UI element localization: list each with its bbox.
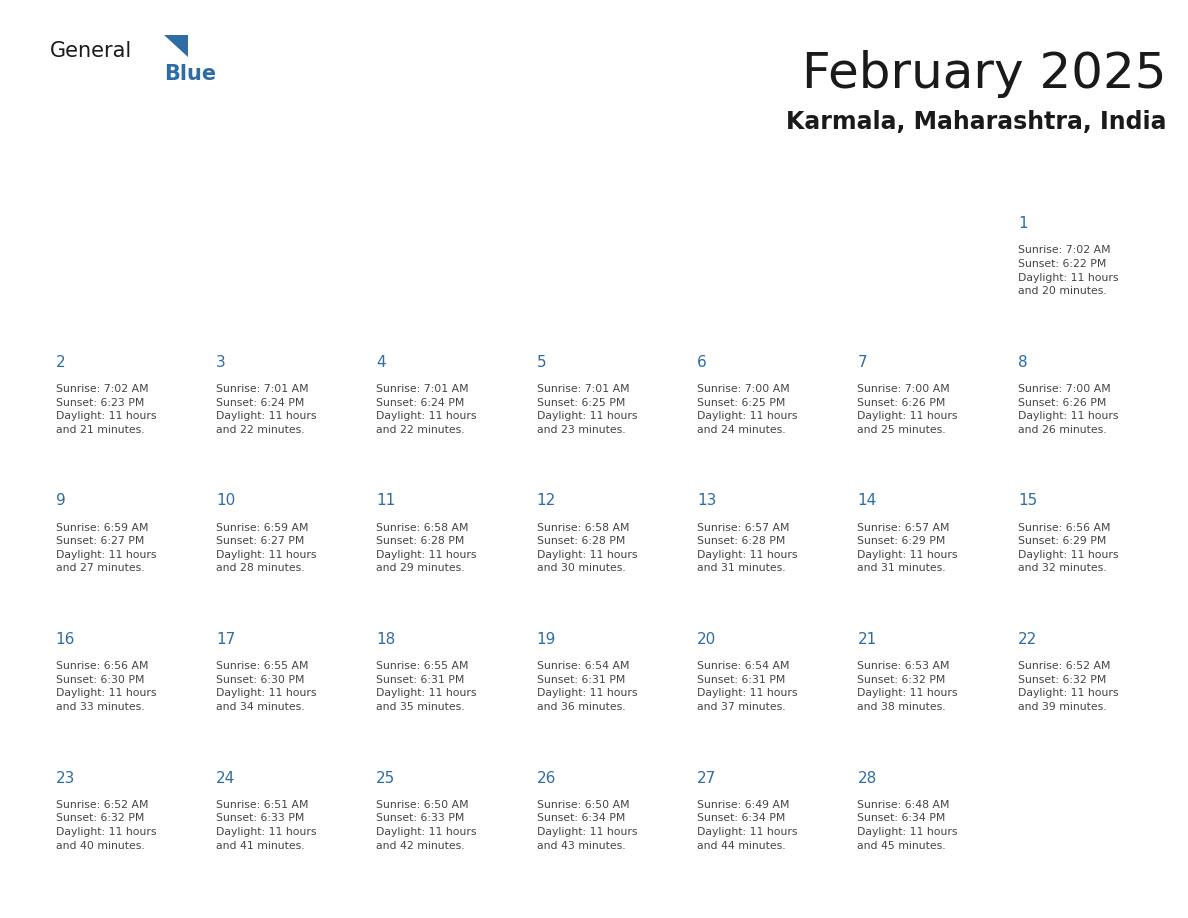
- Text: Sunrise: 6:57 AM
Sunset: 6:28 PM
Daylight: 11 hours
and 31 minutes.: Sunrise: 6:57 AM Sunset: 6:28 PM Dayligh…: [697, 522, 797, 574]
- Text: Karmala, Maharashtra, India: Karmala, Maharashtra, India: [786, 110, 1167, 134]
- Text: 25: 25: [377, 771, 396, 786]
- Text: Sunrise: 7:00 AM
Sunset: 6:26 PM
Daylight: 11 hours
and 25 minutes.: Sunrise: 7:00 AM Sunset: 6:26 PM Dayligh…: [858, 384, 958, 435]
- Text: Sunrise: 7:00 AM
Sunset: 6:26 PM
Daylight: 11 hours
and 26 minutes.: Sunrise: 7:00 AM Sunset: 6:26 PM Dayligh…: [1018, 384, 1118, 435]
- Text: Friday: Friday: [858, 174, 904, 189]
- Text: February 2025: February 2025: [802, 50, 1167, 98]
- Text: 24: 24: [216, 771, 235, 786]
- Text: Sunrise: 6:54 AM
Sunset: 6:31 PM
Daylight: 11 hours
and 37 minutes.: Sunrise: 6:54 AM Sunset: 6:31 PM Dayligh…: [697, 661, 797, 712]
- Text: 10: 10: [216, 494, 235, 509]
- Text: Sunrise: 6:55 AM
Sunset: 6:30 PM
Daylight: 11 hours
and 34 minutes.: Sunrise: 6:55 AM Sunset: 6:30 PM Dayligh…: [216, 661, 316, 712]
- Text: Sunrise: 7:02 AM
Sunset: 6:23 PM
Daylight: 11 hours
and 21 minutes.: Sunrise: 7:02 AM Sunset: 6:23 PM Dayligh…: [56, 384, 156, 435]
- Text: Sunrise: 6:59 AM
Sunset: 6:27 PM
Daylight: 11 hours
and 28 minutes.: Sunrise: 6:59 AM Sunset: 6:27 PM Dayligh…: [216, 522, 316, 574]
- Text: 1: 1: [1018, 217, 1028, 231]
- Text: 7: 7: [858, 355, 867, 370]
- Text: 2: 2: [56, 355, 65, 370]
- Text: Sunrise: 6:52 AM
Sunset: 6:32 PM
Daylight: 11 hours
and 40 minutes.: Sunrise: 6:52 AM Sunset: 6:32 PM Dayligh…: [56, 800, 156, 851]
- Text: Sunrise: 6:54 AM
Sunset: 6:31 PM
Daylight: 11 hours
and 36 minutes.: Sunrise: 6:54 AM Sunset: 6:31 PM Dayligh…: [537, 661, 637, 712]
- Text: 22: 22: [1018, 633, 1037, 647]
- Text: 26: 26: [537, 771, 556, 786]
- Text: 19: 19: [537, 633, 556, 647]
- Text: 14: 14: [858, 494, 877, 509]
- Text: Sunrise: 6:58 AM
Sunset: 6:28 PM
Daylight: 11 hours
and 30 minutes.: Sunrise: 6:58 AM Sunset: 6:28 PM Dayligh…: [537, 522, 637, 574]
- Text: Sunrise: 7:01 AM
Sunset: 6:24 PM
Daylight: 11 hours
and 22 minutes.: Sunrise: 7:01 AM Sunset: 6:24 PM Dayligh…: [377, 384, 476, 435]
- Text: 13: 13: [697, 494, 716, 509]
- Text: Wednesday: Wednesday: [537, 174, 625, 189]
- Text: Sunrise: 6:55 AM
Sunset: 6:31 PM
Daylight: 11 hours
and 35 minutes.: Sunrise: 6:55 AM Sunset: 6:31 PM Dayligh…: [377, 661, 476, 712]
- Text: 21: 21: [858, 633, 877, 647]
- Text: Blue: Blue: [164, 64, 216, 84]
- Text: Sunrise: 6:52 AM
Sunset: 6:32 PM
Daylight: 11 hours
and 39 minutes.: Sunrise: 6:52 AM Sunset: 6:32 PM Dayligh…: [1018, 661, 1118, 712]
- Text: Sunrise: 6:57 AM
Sunset: 6:29 PM
Daylight: 11 hours
and 31 minutes.: Sunrise: 6:57 AM Sunset: 6:29 PM Dayligh…: [858, 522, 958, 574]
- Text: Sunday: Sunday: [56, 174, 113, 189]
- Text: Sunrise: 6:48 AM
Sunset: 6:34 PM
Daylight: 11 hours
and 45 minutes.: Sunrise: 6:48 AM Sunset: 6:34 PM Dayligh…: [858, 800, 958, 851]
- Text: Sunrise: 7:01 AM
Sunset: 6:24 PM
Daylight: 11 hours
and 22 minutes.: Sunrise: 7:01 AM Sunset: 6:24 PM Dayligh…: [216, 384, 316, 435]
- Text: Sunrise: 6:56 AM
Sunset: 6:30 PM
Daylight: 11 hours
and 33 minutes.: Sunrise: 6:56 AM Sunset: 6:30 PM Dayligh…: [56, 661, 156, 712]
- Text: Sunrise: 6:50 AM
Sunset: 6:33 PM
Daylight: 11 hours
and 42 minutes.: Sunrise: 6:50 AM Sunset: 6:33 PM Dayligh…: [377, 800, 476, 851]
- Text: 3: 3: [216, 355, 226, 370]
- Text: 27: 27: [697, 771, 716, 786]
- Text: 23: 23: [56, 771, 75, 786]
- Text: Sunrise: 6:49 AM
Sunset: 6:34 PM
Daylight: 11 hours
and 44 minutes.: Sunrise: 6:49 AM Sunset: 6:34 PM Dayligh…: [697, 800, 797, 851]
- Text: Monday: Monday: [216, 174, 276, 189]
- Text: Thursday: Thursday: [697, 174, 769, 189]
- Text: Saturday: Saturday: [1018, 174, 1087, 189]
- Text: 28: 28: [858, 771, 877, 786]
- Text: General: General: [50, 41, 132, 62]
- Text: Sunrise: 6:59 AM
Sunset: 6:27 PM
Daylight: 11 hours
and 27 minutes.: Sunrise: 6:59 AM Sunset: 6:27 PM Dayligh…: [56, 522, 156, 574]
- Text: 11: 11: [377, 494, 396, 509]
- Text: 4: 4: [377, 355, 386, 370]
- Text: 15: 15: [1018, 494, 1037, 509]
- Text: 12: 12: [537, 494, 556, 509]
- Text: 8: 8: [1018, 355, 1028, 370]
- Text: Sunrise: 6:56 AM
Sunset: 6:29 PM
Daylight: 11 hours
and 32 minutes.: Sunrise: 6:56 AM Sunset: 6:29 PM Dayligh…: [1018, 522, 1118, 574]
- Text: 16: 16: [56, 633, 75, 647]
- Text: 17: 17: [216, 633, 235, 647]
- Text: Sunrise: 6:53 AM
Sunset: 6:32 PM
Daylight: 11 hours
and 38 minutes.: Sunrise: 6:53 AM Sunset: 6:32 PM Dayligh…: [858, 661, 958, 712]
- Text: Sunrise: 6:51 AM
Sunset: 6:33 PM
Daylight: 11 hours
and 41 minutes.: Sunrise: 6:51 AM Sunset: 6:33 PM Dayligh…: [216, 800, 316, 851]
- Text: Sunrise: 7:00 AM
Sunset: 6:25 PM
Daylight: 11 hours
and 24 minutes.: Sunrise: 7:00 AM Sunset: 6:25 PM Dayligh…: [697, 384, 797, 435]
- Text: Tuesday: Tuesday: [377, 174, 438, 189]
- Text: Sunrise: 6:58 AM
Sunset: 6:28 PM
Daylight: 11 hours
and 29 minutes.: Sunrise: 6:58 AM Sunset: 6:28 PM Dayligh…: [377, 522, 476, 574]
- Text: 9: 9: [56, 494, 65, 509]
- Text: Sunrise: 7:01 AM
Sunset: 6:25 PM
Daylight: 11 hours
and 23 minutes.: Sunrise: 7:01 AM Sunset: 6:25 PM Dayligh…: [537, 384, 637, 435]
- Text: 18: 18: [377, 633, 396, 647]
- Text: Sunrise: 7:02 AM
Sunset: 6:22 PM
Daylight: 11 hours
and 20 minutes.: Sunrise: 7:02 AM Sunset: 6:22 PM Dayligh…: [1018, 245, 1118, 297]
- Text: 6: 6: [697, 355, 707, 370]
- Text: 5: 5: [537, 355, 546, 370]
- Text: Sunrise: 6:50 AM
Sunset: 6:34 PM
Daylight: 11 hours
and 43 minutes.: Sunrise: 6:50 AM Sunset: 6:34 PM Dayligh…: [537, 800, 637, 851]
- Text: 20: 20: [697, 633, 716, 647]
